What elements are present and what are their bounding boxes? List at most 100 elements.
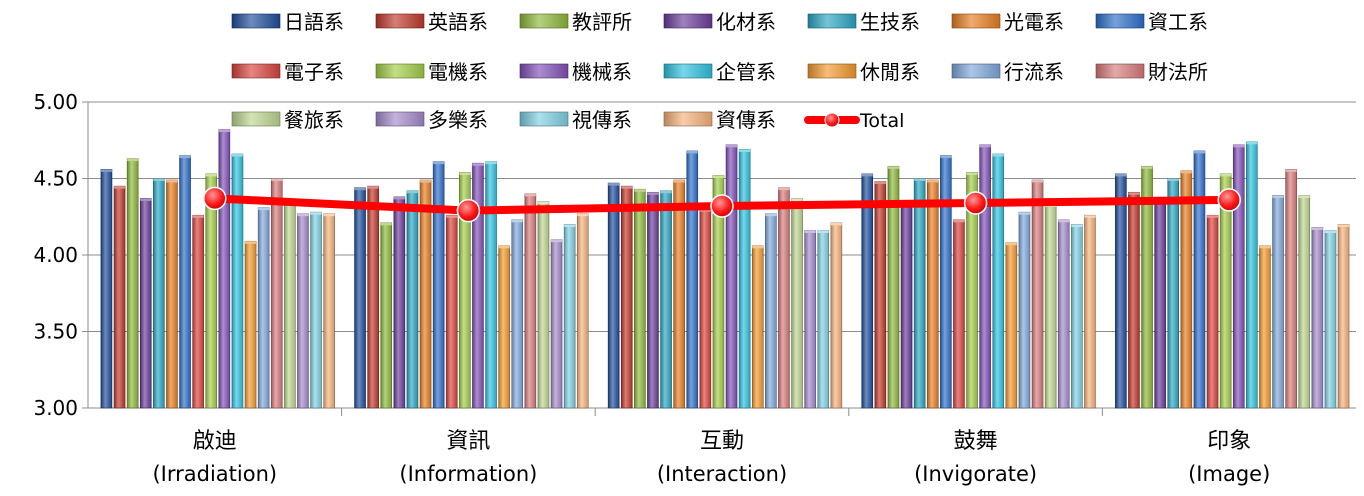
bar-電子系-3 — [953, 219, 965, 409]
bar-top-行流系-2 — [765, 213, 777, 217]
bar-餐旅系-1 — [537, 201, 550, 409]
legend-swatch — [951, 63, 1001, 79]
bar-教評所-0 — [126, 158, 139, 409]
bar-財法所-4 — [1285, 169, 1297, 409]
bar-top-化材系-2 — [647, 192, 659, 195]
bar-電子系-2 — [699, 208, 712, 409]
legend-swatch — [375, 13, 425, 29]
legend-marker — [824, 112, 840, 128]
bar-視傳系-3 — [1071, 224, 1083, 409]
bar-top-多樂系-3 — [1058, 219, 1070, 223]
bar-top-教評所-2 — [634, 189, 646, 192]
bar-生技系-1 — [406, 190, 419, 409]
legend-label: 財法所 — [1148, 60, 1208, 84]
bar-生技系-4 — [1167, 178, 1180, 409]
legend-label: 餐旅系 — [284, 108, 344, 132]
bar-top-日語系-1 — [354, 187, 366, 191]
legend-swatch — [807, 13, 857, 29]
bar-資工系-0 — [179, 155, 191, 409]
legend-swatch — [663, 63, 713, 79]
bar-top-多樂系-4 — [1311, 227, 1323, 230]
legend-item-多樂系: 多樂系 — [375, 108, 488, 132]
axis-labels: 3.00 3.50 4.00 4.50 5.00 啟迪 (Irradiation) 資訊 (In… — [33, 90, 1270, 486]
bar-top-英語系-3 — [874, 181, 886, 185]
legend-swatch — [1095, 13, 1145, 29]
legend-item-休閒系: 休閒系 — [807, 60, 920, 84]
total-marker-1 — [456, 198, 481, 223]
bar-企管系-2 — [738, 149, 751, 409]
x-category-sublabel: (Invigorate) — [914, 462, 1037, 486]
bar-top-生技系-4 — [1167, 178, 1179, 181]
bar-餐旅系-2 — [791, 198, 803, 409]
bar-top-資傳系-0 — [323, 213, 335, 217]
bar-日語系-3 — [861, 173, 874, 409]
bar-top-日語系-0 — [100, 169, 112, 172]
bar-top-電子系-0 — [192, 215, 204, 218]
bar-top-電機系-1 — [459, 172, 471, 175]
bar-top-教評所-4 — [1141, 166, 1153, 169]
bar-top-生技系-2 — [660, 190, 672, 194]
bar-企管系-1 — [485, 161, 497, 409]
bar-top-光電系-2 — [673, 180, 685, 183]
legend-swatch — [663, 111, 713, 127]
legend-item-電機系: 電機系 — [375, 60, 488, 84]
x-category-label: 資訊 — [446, 429, 490, 454]
bar-視傳系-1 — [563, 224, 576, 409]
bar-top-光電系-3 — [927, 180, 939, 183]
bar-top-機械系-1 — [472, 163, 484, 166]
bar-top-英語系-1 — [367, 186, 379, 189]
bar-top-英語系-4 — [1128, 192, 1140, 195]
legend-item-機械系: 機械系 — [519, 60, 632, 84]
y-tick-label: 4.00 — [33, 243, 78, 267]
bar-top-財法所-1 — [524, 193, 536, 197]
bar-多樂系-1 — [550, 239, 563, 409]
legend-label: 電機系 — [428, 60, 488, 84]
bar-top-機械系-0 — [218, 129, 230, 133]
bar-top-休閒系-4 — [1259, 245, 1271, 249]
bar-行流系-0 — [257, 207, 270, 409]
bar-top-日語系-3 — [861, 173, 873, 177]
legend-label: 生技系 — [860, 10, 920, 34]
bar-日語系-2 — [607, 182, 620, 409]
bar-top-休閒系-1 — [498, 245, 510, 249]
legend-item-光電系: 光電系 — [951, 10, 1064, 34]
bar-多樂系-2 — [804, 230, 816, 409]
bar-生技系-3 — [913, 178, 926, 409]
legend-item-英語系: 英語系 — [375, 10, 488, 34]
legend-label: 資傳系 — [716, 108, 776, 132]
bar-電子系-4 — [1206, 214, 1219, 409]
bar-top-企管系-1 — [485, 161, 497, 165]
bars — [100, 129, 1350, 409]
bar-top-企管系-0 — [231, 154, 243, 157]
x-category-label: 鼓舞 — [954, 429, 998, 454]
x-category-sublabel: (Interaction) — [657, 462, 787, 486]
total-marker-3 — [963, 191, 988, 215]
bar-化材系-0 — [139, 198, 152, 409]
x-category-sublabel: (Irradiation) — [152, 462, 277, 486]
bar-休閒系-1 — [498, 245, 510, 409]
bar-資傳系-2 — [830, 222, 843, 409]
legend-swatch — [375, 111, 425, 127]
bar-機械系-3 — [979, 144, 991, 409]
legend-item-生技系: 生技系 — [807, 10, 920, 34]
bar-休閒系-3 — [1005, 242, 1018, 409]
legend-swatch — [519, 63, 569, 79]
y-tick-label: 3.00 — [33, 396, 78, 420]
bar-top-化材系-0 — [140, 198, 152, 201]
bar-化材系-1 — [393, 196, 406, 409]
legend-swatch — [1095, 63, 1145, 79]
legend-item-教評所: 教評所 — [519, 10, 632, 34]
bar-資工系-3 — [940, 155, 952, 409]
total-marker-0 — [203, 186, 227, 211]
bar-日語系-1 — [354, 187, 366, 409]
legend-label: 光電系 — [1004, 10, 1064, 34]
bar-top-視傳系-3 — [1071, 224, 1083, 227]
bar-資傳系-3 — [1084, 214, 1096, 409]
bar-top-資工系-3 — [940, 155, 952, 159]
legend-item-視傳系: 視傳系 — [519, 108, 632, 132]
legend-label: 化材系 — [716, 10, 776, 34]
bar-top-餐旅系-4 — [1298, 195, 1310, 198]
bar-top-財法所-0 — [271, 178, 283, 181]
legend-swatch — [807, 63, 857, 79]
bar-top-日語系-4 — [1115, 173, 1127, 177]
